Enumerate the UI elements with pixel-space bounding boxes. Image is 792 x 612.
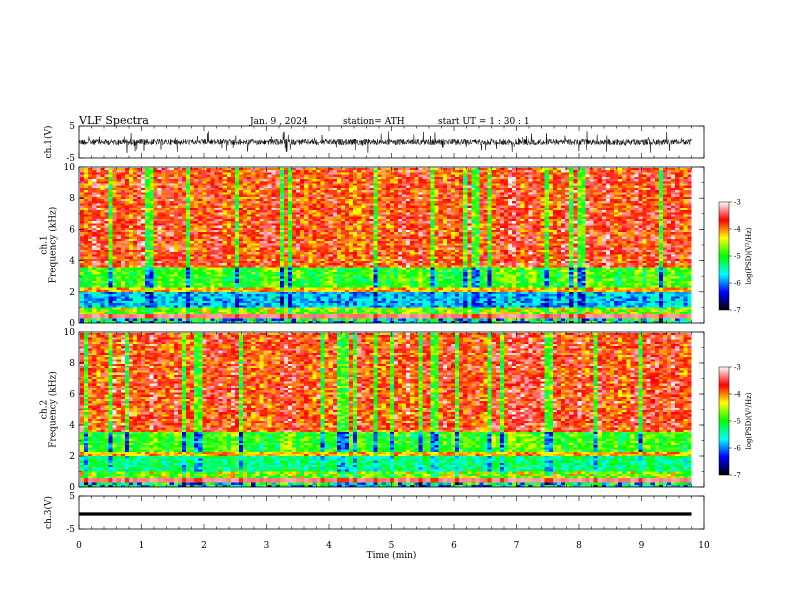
x-tick-label: 0 xyxy=(76,541,82,551)
colorbar-label: log(PSD)(V²/Hz) xyxy=(745,392,753,449)
y-tick-label: -5 xyxy=(66,154,75,164)
colorbar-tick-label: -6 xyxy=(734,280,741,288)
figure-title: VLF Spectra xyxy=(78,114,149,127)
start-time-label: start UT = 1 : 30 : 1 xyxy=(438,117,530,127)
x-tick-label: 5 xyxy=(389,541,395,551)
x-tick-label: 4 xyxy=(326,541,332,551)
y-tick-label: 2 xyxy=(69,288,75,298)
time-axis: 0 1 2 3 4 5 6 7 8 9 10 Time (min) xyxy=(76,541,710,561)
y-axis-label: ch.1 xyxy=(40,235,50,254)
y-tick-label: 6 xyxy=(69,390,75,400)
ch2-spectrogram-panel: 10 8 6 4 2 0 ch.2 Frequency (kHz) xyxy=(40,328,705,493)
ch1-spectrogram-panel: 10 8 6 4 2 0 ch.1 Frequency (kHz) xyxy=(40,163,705,329)
x-tick-label: 3 xyxy=(264,541,270,551)
colorbar-tick-label: -4 xyxy=(734,391,741,399)
colorbar-gradient xyxy=(718,201,730,311)
x-tick-label: 8 xyxy=(576,541,582,551)
spectrogram-image xyxy=(80,333,692,487)
x-tick-label: 1 xyxy=(139,541,145,551)
y-axis-label: ch.2 xyxy=(40,400,50,419)
colorbar-tick-label: -5 xyxy=(734,418,741,426)
y-axis-label: Frequency (kHz) xyxy=(48,371,59,448)
ch1-waveform-trace xyxy=(78,131,692,153)
y-tick-label: 10 xyxy=(64,163,76,173)
colorbar-tick-label: -4 xyxy=(734,226,741,234)
y-tick-label: 5 xyxy=(69,492,75,502)
x-tick-label: 2 xyxy=(201,541,207,551)
y-tick-label: 4 xyxy=(69,421,75,431)
x-tick-label: 7 xyxy=(514,541,520,551)
colorbar-tick-label: -7 xyxy=(734,472,741,480)
y-tick-label: 2 xyxy=(69,452,75,462)
ch1-colorbar: -3 -4 -5 -6 -7 log(PSD)(V²/Hz) xyxy=(718,199,753,315)
y-axis-label: ch.3(V) xyxy=(43,496,54,529)
colorbar-label: log(PSD)(V²/Hz) xyxy=(745,227,753,284)
y-tick-label: -5 xyxy=(66,525,75,535)
y-axis-label: ch.1(V) xyxy=(43,126,54,159)
colorbar-tick-label: -5 xyxy=(734,253,741,261)
y-tick-label: 10 xyxy=(64,328,76,338)
station-label: station= ATH xyxy=(343,117,405,127)
colorbar-gradient xyxy=(718,366,730,476)
ch3-waveform-panel: 5 -5 ch.3(V) xyxy=(43,492,705,535)
ch2-colorbar: -3 -4 -5 -6 -7 log(PSD)(V²/Hz) xyxy=(718,364,753,480)
spectrogram-image xyxy=(80,168,692,323)
x-tick-label: 10 xyxy=(698,541,710,551)
x-axis-label: Time (min) xyxy=(367,550,417,561)
y-tick-label: 0 xyxy=(69,319,75,329)
y-tick-label: 8 xyxy=(69,359,75,369)
y-tick-label: 5 xyxy=(69,122,75,132)
colorbar-tick-label: -6 xyxy=(734,445,741,453)
y-axis-label: Frequency (kHz) xyxy=(48,207,59,284)
y-tick-label: 6 xyxy=(69,225,75,235)
colorbar-tick-label: -7 xyxy=(734,307,741,315)
colorbar-tick-label: -3 xyxy=(734,199,741,207)
x-tick-label: 9 xyxy=(639,541,645,551)
ch1-waveform-panel: 5 -5 ch.1(V) xyxy=(43,122,705,164)
date-label: Jan. 9 , 2024 xyxy=(249,117,308,127)
x-tick-label: 6 xyxy=(451,541,457,551)
y-tick-label: 8 xyxy=(69,194,75,204)
y-tick-label: 4 xyxy=(69,257,75,267)
colorbar-tick-label: -3 xyxy=(734,364,741,372)
y-tick-label: 0 xyxy=(69,483,75,493)
